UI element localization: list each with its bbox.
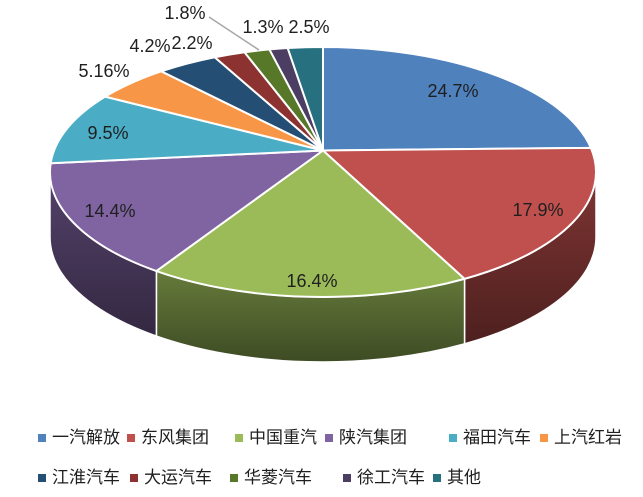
legend-item-label: 华菱汽车	[244, 468, 312, 487]
legend-item-7[interactable]: 大运汽车	[130, 469, 212, 486]
slice-value-label-2: 16.4%	[286, 271, 337, 291]
legend-item-3[interactable]: 陕汽集团	[325, 429, 407, 446]
slice-value-label-8: 1.8%	[164, 3, 205, 23]
legend-swatch	[540, 433, 548, 442]
pie-slice-4[interactable]	[49, 95, 324, 165]
slice-value-label-3: 14.4%	[84, 201, 135, 221]
legend-item-5[interactable]: 上汽红岩	[540, 429, 622, 446]
slice-value-label-1: 17.9%	[512, 200, 563, 220]
legend-swatch	[130, 473, 138, 482]
legend-swatch	[230, 473, 238, 482]
legend-item-label: 徐工汽车	[357, 468, 425, 487]
slice-value-label-6: 4.2%	[129, 36, 170, 56]
legend-item-9[interactable]: 徐工汽车	[343, 469, 425, 486]
legend-item-label: 江淮汽车	[52, 468, 120, 487]
legend-item-label: 大运汽车	[144, 468, 212, 487]
legend-swatch	[449, 433, 457, 442]
slice-value-label-10: 2.5%	[288, 17, 329, 37]
slice-value-label-5: 5.16%	[78, 61, 129, 81]
legend-item-label: 一汽解放	[52, 428, 120, 447]
legend-swatch	[433, 473, 441, 482]
legend-item-8[interactable]: 华菱汽车	[230, 469, 312, 486]
pie-slice-3[interactable]	[49, 149, 324, 273]
legend-swatch	[127, 433, 135, 442]
legend-swatch	[235, 433, 243, 442]
legend-item-1[interactable]: 东风集团	[127, 429, 209, 446]
legend-item-6[interactable]: 江淮汽车	[38, 469, 120, 486]
legend-item-4[interactable]: 福田汽车	[449, 429, 531, 446]
pie-slice-2[interactable]	[155, 149, 466, 298]
legend-item-label: 福田汽车	[463, 428, 531, 447]
legend-swatch	[325, 433, 333, 442]
slice-value-label-4: 9.5%	[87, 123, 128, 143]
pie-slice-10[interactable]	[286, 46, 324, 152]
slice-value-label-0: 24.7%	[427, 81, 478, 101]
slice-value-label-7: 2.2%	[171, 33, 212, 53]
slice-value-label-9: 1.3%	[242, 17, 283, 37]
legend-item-label: 中国重汽	[249, 428, 317, 447]
label-leader-line	[208, 16, 260, 51]
legend-item-label: 其他	[447, 468, 481, 487]
legend-item-label: 东风集团	[141, 428, 209, 447]
pie-slice-1[interactable]	[322, 146, 597, 280]
legend-item-label: 上汽红岩	[554, 428, 622, 447]
legend-swatch	[343, 473, 351, 482]
pie-slice-0[interactable]	[322, 46, 592, 152]
legend-swatch	[38, 473, 46, 482]
legend-item-label: 陕汽集团	[339, 428, 407, 447]
legend-swatch	[38, 433, 46, 442]
legend-item-2[interactable]: 中国重汽	[235, 429, 317, 446]
legend-item-0[interactable]: 一汽解放	[38, 429, 120, 446]
legend-item-10[interactable]: 其他	[433, 469, 481, 486]
